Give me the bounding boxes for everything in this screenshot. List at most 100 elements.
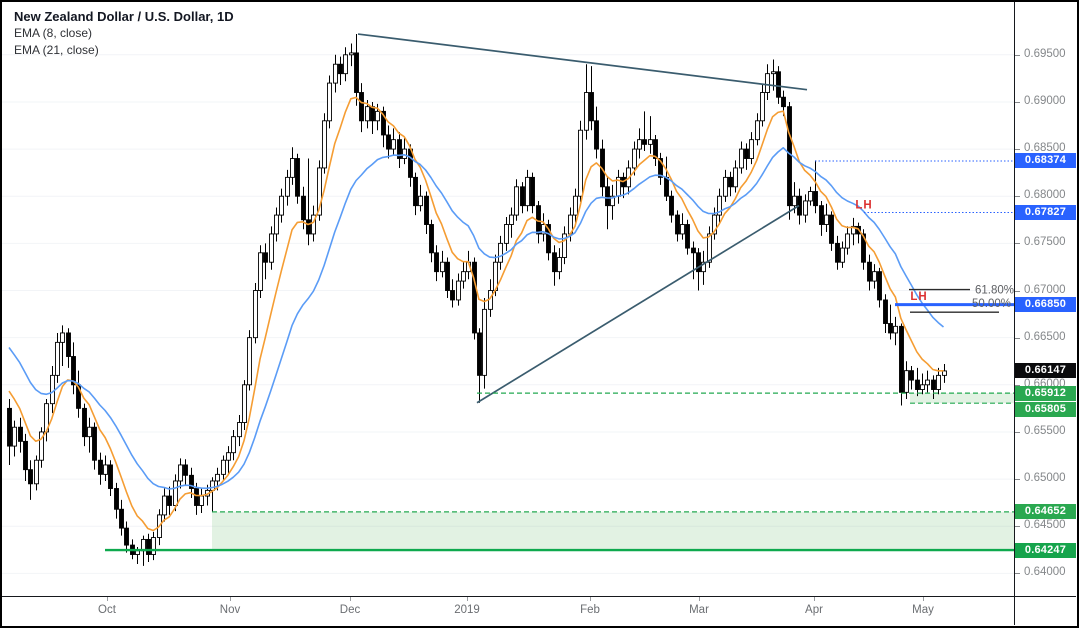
candle-body — [546, 224, 551, 254]
candle-body — [311, 214, 316, 235]
chart-canvas[interactable]: 61.80%50.00% LH LH — [2, 2, 1014, 596]
candle-body — [92, 426, 97, 461]
candle-body — [450, 290, 455, 301]
ema-line — [8, 96, 944, 532]
candle-body — [173, 480, 178, 506]
candle-body — [765, 73, 770, 93]
candle-body — [594, 120, 599, 150]
candle-body — [685, 224, 690, 249]
price-axis-label: 0.69500 — [1024, 47, 1066, 60]
candle-body — [552, 252, 557, 273]
candle-body — [237, 422, 242, 438]
candle-body — [664, 176, 669, 197]
candle-body — [397, 139, 402, 159]
time-axis[interactable]: Oct Nov Dec 2019 Feb Mar Apr May — [2, 596, 1014, 625]
candle-body — [263, 252, 268, 263]
candle-body — [279, 195, 284, 216]
candle-body — [514, 186, 519, 216]
candle-body — [925, 379, 930, 386]
candle-body — [60, 332, 65, 343]
candle-body — [813, 191, 818, 207]
candle-body — [498, 242, 503, 263]
candle-body — [87, 426, 92, 438]
symbol-title[interactable]: New Zealand Dollar / U.S. Dollar, 1D — [14, 9, 234, 24]
demand-zone[interactable] — [212, 511, 1014, 551]
candle-body — [386, 134, 391, 150]
candle-body — [803, 200, 808, 216]
candle-body — [12, 426, 17, 447]
lower-high-label[interactable]: LH — [910, 291, 927, 303]
candle-body — [557, 257, 562, 273]
candle-body — [290, 158, 295, 178]
candle-body — [584, 92, 589, 131]
price-axis-label: 0.65000 — [1024, 472, 1066, 485]
candle-body — [327, 82, 332, 122]
candle-body — [632, 148, 637, 169]
candle-body — [424, 195, 429, 225]
candle-body — [915, 379, 920, 390]
candle-body — [712, 214, 717, 235]
candle-body — [845, 233, 850, 249]
candle-body — [82, 407, 87, 438]
candle-body — [504, 224, 509, 244]
ema-line — [8, 147, 945, 490]
candle-body — [210, 480, 215, 491]
candle-body — [509, 214, 514, 225]
price-axis-tick — [1015, 196, 1020, 198]
candle-body — [354, 52, 359, 93]
axis-corner — [1014, 596, 1076, 625]
candle-body — [98, 459, 103, 475]
time-axis-label: Oct — [98, 604, 116, 616]
demand-zone[interactable] — [910, 393, 1014, 404]
price-axis-label: 0.67000 — [1024, 283, 1066, 296]
price-label-pill: 0.65912 — [1015, 385, 1076, 401]
candle-body — [909, 370, 914, 381]
price-axis-tick — [1015, 479, 1020, 481]
price-axis-tick — [1015, 526, 1020, 528]
candle-body — [675, 214, 680, 235]
price-axis-label: 0.64000 — [1024, 566, 1066, 579]
trendline[interactable] — [357, 33, 808, 91]
time-axis-label: Apr — [805, 604, 823, 616]
candle-body — [333, 63, 338, 84]
time-axis-label: 2019 — [454, 604, 480, 616]
candle-body — [717, 195, 722, 216]
candle-body — [520, 186, 525, 207]
legend-ema21[interactable]: EMA (21, close) — [14, 43, 99, 57]
price-label-pill: 0.65805 — [1015, 401, 1076, 417]
candle-body — [781, 96, 786, 108]
candle-body — [338, 63, 343, 75]
candle-body — [146, 538, 151, 555]
candle-body — [365, 106, 370, 122]
candle-body — [343, 54, 348, 75]
candle-body — [135, 550, 140, 555]
price-label-pill: 0.66147 — [1015, 363, 1076, 379]
candle-body — [562, 233, 567, 258]
lower-high-label[interactable]: LH — [855, 200, 872, 212]
time-axis-tick — [467, 597, 468, 601]
candle-body — [295, 158, 300, 197]
time-axis-label: May — [912, 604, 934, 616]
time-axis-label: Mar — [689, 604, 709, 616]
price-axis-tick — [1015, 431, 1020, 433]
candle-body — [824, 214, 829, 225]
candle-body — [418, 195, 423, 207]
candle-body — [472, 261, 477, 334]
candle-body — [525, 176, 530, 207]
candle-body — [931, 379, 936, 390]
candle-body — [103, 464, 108, 475]
candle-body — [578, 129, 583, 197]
price-axis[interactable]: 0.69500 0.69000 0.68500 0.68000 0.67500 0.670… — [1014, 2, 1076, 596]
candle-body — [34, 459, 39, 485]
candle-body — [322, 120, 327, 169]
trendline[interactable] — [476, 204, 800, 404]
candle-body — [610, 195, 615, 207]
legend-ema8[interactable]: EMA (8, close) — [14, 26, 93, 40]
candle-body — [124, 527, 129, 546]
candle-body — [888, 323, 893, 334]
time-axis-tick — [923, 597, 924, 601]
candle-body — [306, 219, 311, 235]
price-label-pill: 0.67827 — [1015, 205, 1076, 221]
candle-body — [648, 139, 653, 145]
candle-body — [253, 290, 258, 339]
